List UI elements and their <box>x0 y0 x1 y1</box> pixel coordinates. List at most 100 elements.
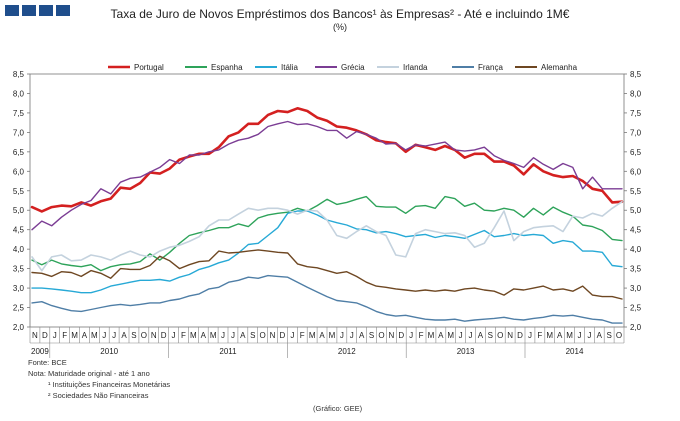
y-tick-label-left: 8,5 <box>13 70 25 79</box>
x-month-label: J <box>528 331 532 340</box>
y-tick-label-right: 8,0 <box>630 89 642 98</box>
legend-label: Irlanda <box>403 63 428 72</box>
chart-title: Taxa de Juro de Novos Empréstimos dos Ba… <box>110 7 570 21</box>
x-month-label: A <box>201 331 207 340</box>
series-line-itália <box>31 210 623 294</box>
x-month-label: S <box>606 331 611 340</box>
x-month-label: F <box>300 331 305 340</box>
legend-label: França <box>478 63 503 72</box>
x-month-label: J <box>459 331 463 340</box>
x-month-label: A <box>478 331 484 340</box>
x-month-label: J <box>112 331 116 340</box>
logo-block <box>39 5 53 16</box>
y-tick-label-left: 5,0 <box>13 206 25 215</box>
maturity-note: Nota: Maturidade original - até 1 ano <box>28 369 150 378</box>
legend-label: Itália <box>281 63 298 72</box>
x-month-label: N <box>32 331 38 340</box>
x-year-label: 2013 <box>457 347 475 356</box>
x-month-label: N <box>507 331 513 340</box>
y-tick-label-right: 5,0 <box>630 206 642 215</box>
x-year-label: 2009 <box>31 347 49 356</box>
legend-label: Portugal <box>134 63 164 72</box>
x-month-label: J <box>290 331 294 340</box>
x-month-label: M <box>71 331 78 340</box>
y-tick-label-left: 8,0 <box>13 89 25 98</box>
x-month-label: D <box>280 331 286 340</box>
x-month-label: J <box>172 331 176 340</box>
x-month-label: A <box>240 331 246 340</box>
legend-label: Alemanha <box>541 63 578 72</box>
y-tick-label-left: 4,5 <box>13 226 25 235</box>
x-month-label: O <box>378 331 384 340</box>
x-month-label: N <box>388 331 394 340</box>
x-month-label: J <box>102 331 106 340</box>
x-month-label: D <box>398 331 404 340</box>
x-month-label: D <box>517 331 523 340</box>
y-tick-label-right: 2,5 <box>630 304 642 313</box>
series-line-espanha <box>31 195 623 272</box>
y-tick-label-left: 2,5 <box>13 304 25 313</box>
x-year-label: 2011 <box>219 347 237 356</box>
y-tick-label-left: 4,0 <box>13 245 25 254</box>
gee-logo <box>5 5 70 16</box>
x-month-label: J <box>409 331 413 340</box>
y-tick-label-left: 5,5 <box>13 187 25 196</box>
chart-credit: (Gráfico: GEE) <box>313 404 363 413</box>
x-month-label: A <box>319 331 325 340</box>
x-year-label: 2010 <box>100 347 118 356</box>
y-tick-label-right: 5,5 <box>630 187 642 196</box>
x-month-label: J <box>587 331 591 340</box>
y-tick-label-right: 8,5 <box>630 70 642 79</box>
legend-label: Espanha <box>211 63 243 72</box>
series-line-irlanda <box>31 200 623 272</box>
x-month-label: S <box>488 331 493 340</box>
footnote-1: ¹ Instituições Financeiras Monetárias <box>48 380 171 389</box>
x-month-label: N <box>270 331 276 340</box>
x-month-label: J <box>469 331 473 340</box>
x-month-label: M <box>329 331 336 340</box>
y-tick-label-left: 6,5 <box>13 148 25 157</box>
y-tick-label-left: 2,0 <box>13 323 25 332</box>
y-tick-label-right: 7,5 <box>630 109 642 118</box>
x-month-label: J <box>350 331 354 340</box>
x-month-label: A <box>597 331 603 340</box>
y-tick-label-left: 6,0 <box>13 167 25 176</box>
x-month-label: A <box>121 331 127 340</box>
y-tick-label-left: 3,5 <box>13 265 25 274</box>
plot-frame <box>29 73 625 328</box>
logo-block <box>22 5 36 16</box>
x-month-label: M <box>546 331 553 340</box>
y-tick-label-left: 7,5 <box>13 109 25 118</box>
x-month-label: M <box>428 331 435 340</box>
x-month-label: F <box>537 331 542 340</box>
x-month-label: M <box>309 331 316 340</box>
y-tick-label-right: 6,0 <box>630 167 642 176</box>
x-month-label: O <box>497 331 503 340</box>
x-month-label: O <box>616 331 622 340</box>
series-line-frança <box>31 274 623 324</box>
x-month-label: A <box>359 331 365 340</box>
series-line-portugal <box>30 107 624 213</box>
x-month-label: M <box>210 331 217 340</box>
y-tick-label-right: 3,5 <box>630 265 642 274</box>
x-month-label: F <box>181 331 186 340</box>
y-tick-label-left: 3,0 <box>13 284 25 293</box>
series-line-grécia <box>31 120 623 231</box>
x-month-label: J <box>221 331 225 340</box>
x-month-label: M <box>190 331 197 340</box>
legend-label: Grécia <box>341 63 365 72</box>
x-year-label: 2012 <box>338 347 356 356</box>
x-month-label: S <box>131 331 136 340</box>
source-note: Fonte: BCE <box>28 358 67 367</box>
x-month-label: J <box>53 331 57 340</box>
logo-block <box>56 5 70 16</box>
x-month-label: J <box>577 331 581 340</box>
y-tick-label-right: 4,5 <box>630 226 642 235</box>
footnote-2: ² Sociedades Não Financeiras <box>48 391 149 400</box>
x-month-label: D <box>42 331 48 340</box>
x-month-label: A <box>557 331 563 340</box>
x-month-label: A <box>438 331 444 340</box>
series-line-alemanha <box>31 249 623 300</box>
logo-block <box>5 5 19 16</box>
